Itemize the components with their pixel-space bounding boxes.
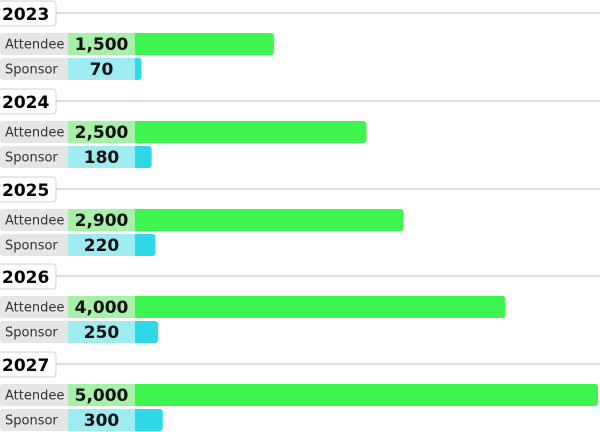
attendee-row-box (0, 209, 68, 231)
attendee-value-label: 5,000 (75, 386, 129, 406)
sponsor-value-label: 250 (84, 323, 120, 343)
year-label: 2023 (2, 5, 49, 25)
sponsor-value-box (68, 146, 135, 168)
sponsor-row-label: Sponsor (5, 151, 58, 166)
sponsor-value-label: 300 (84, 411, 120, 431)
sponsor-value-box (68, 409, 135, 431)
sponsor-row-box (0, 321, 68, 343)
sponsor-row-box-edge (64, 58, 68, 80)
sponsor-value-label: 180 (84, 148, 120, 168)
sponsor-row-box-edge (64, 409, 68, 431)
sponsor-value-box (68, 321, 135, 343)
attendee-value-label: 1,500 (75, 35, 129, 55)
attendee-value-box (68, 121, 135, 143)
attendee-value-label: 4,000 (75, 298, 129, 318)
year-label: 2025 (2, 181, 49, 201)
attendee-bar (68, 209, 404, 231)
attendee-row-box (0, 121, 68, 143)
attendee-value-label: 2,900 (75, 211, 129, 231)
attendee-row-label: Attendee (5, 126, 64, 141)
sponsor-row-box-edge (64, 321, 68, 343)
attendee-row-box (0, 296, 68, 318)
attendee-value-box (68, 33, 135, 55)
year-label: 2026 (2, 268, 49, 288)
sponsor-value-label: 220 (84, 236, 120, 256)
sponsor-row-label: Sponsor (5, 239, 58, 254)
attendee-row-box-edge (64, 33, 68, 55)
attendee-row-label: Attendee (5, 38, 64, 53)
attendee-bar (68, 121, 367, 143)
attendee-bar (68, 384, 598, 406)
year-label: 2027 (2, 356, 49, 376)
attendee-row-label: Attendee (5, 214, 64, 229)
attendee-row-box-edge (64, 209, 68, 231)
attendee-row-box-edge (64, 296, 68, 318)
sponsor-row-box (0, 146, 68, 168)
attendee-value-box (68, 296, 135, 318)
sponsor-row-label: Sponsor (5, 326, 58, 341)
attendee-row-box-edge (64, 121, 68, 143)
attendee-row-box (0, 384, 68, 406)
attendee-value-label: 2,500 (75, 123, 129, 143)
sponsor-value-label: 70 (90, 60, 114, 80)
sponsor-value-box (68, 234, 135, 256)
sponsor-row-box-edge (64, 234, 68, 256)
sponsor-row-label: Sponsor (5, 63, 58, 78)
attendee-row-label: Attendee (5, 301, 64, 316)
attendee-row-box-edge (64, 384, 68, 406)
attendee-value-box (68, 209, 135, 231)
sponsor-row-box (0, 409, 68, 431)
sponsor-row-label: Sponsor (5, 414, 58, 429)
sponsor-row-box (0, 234, 68, 256)
attendee-bar (68, 296, 506, 318)
year-label: 2024 (2, 93, 49, 113)
attendee-value-box (68, 384, 135, 406)
sponsor-row-box (0, 58, 68, 80)
sponsor-value-box (68, 58, 135, 80)
attendee-row-box (0, 33, 68, 55)
sponsor-row-box-edge (64, 146, 68, 168)
attendee-row-label: Attendee (5, 389, 64, 404)
